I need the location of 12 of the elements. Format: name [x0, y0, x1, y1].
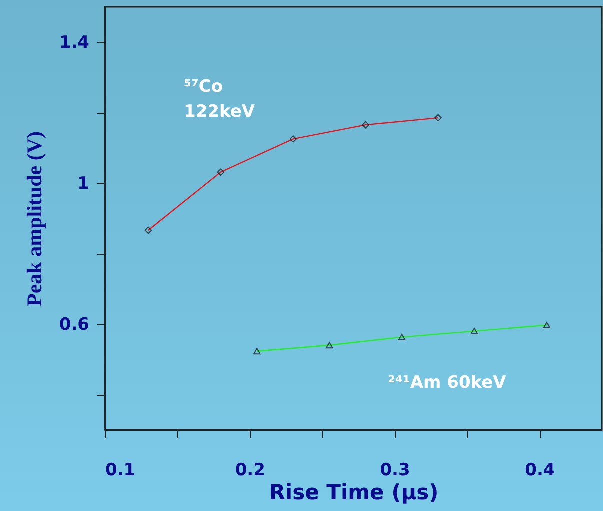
y-tick-label: 1.4 — [59, 32, 90, 53]
x-axis-title: Rise Time (µs) — [269, 480, 439, 504]
annotation: ⁵⁷Co — [184, 77, 224, 97]
x-tick-label: 0.3 — [380, 460, 410, 480]
y-tick-label: 0.6 — [59, 314, 90, 335]
x-tick-label: 0.1 — [106, 460, 136, 480]
y-tick-label: 1 — [78, 174, 90, 194]
annotation: 122keV — [184, 102, 256, 122]
y-axis-title: Peak amplitude (V) — [22, 132, 46, 306]
x-tick-label: 0.2 — [235, 460, 266, 480]
x-tick-label: 0.4 — [525, 460, 556, 480]
annotation: ²⁴¹Am 60keV — [388, 373, 508, 393]
